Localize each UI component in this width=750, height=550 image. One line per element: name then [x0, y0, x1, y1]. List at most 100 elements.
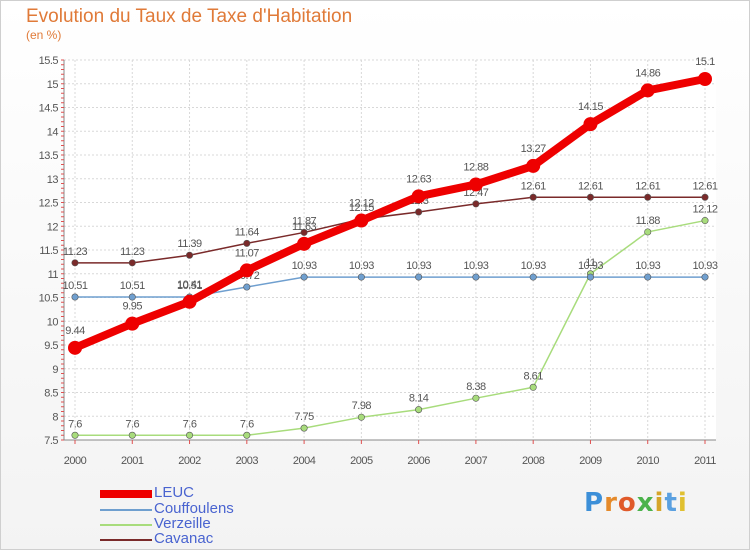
data-point-verzeille — [243, 431, 251, 439]
data-point-couffoulens — [243, 283, 251, 291]
data-label-verzeille: 12.12 — [692, 204, 717, 216]
data-point-couffoulens — [529, 273, 537, 281]
data-point-leuc — [68, 340, 82, 355]
y-tick-label: 11 — [48, 269, 59, 281]
legend-swatch-couffoulens — [100, 509, 152, 511]
y-tick-label: 9.5 — [44, 340, 58, 352]
x-tick-label: 2009 — [579, 455, 602, 467]
data-point-verzeille — [71, 431, 79, 439]
data-label-leuc: 10.41 — [177, 279, 202, 291]
data-point-verzeille — [472, 394, 480, 402]
data-label-leuc: 11.63 — [292, 221, 317, 233]
data-point-verzeille — [300, 424, 308, 432]
data-label-couffoulens: 10.51 — [120, 280, 145, 292]
data-label-verzeille: 7.6 — [183, 418, 197, 430]
data-label-verzeille: 8.14 — [409, 393, 429, 405]
data-point-cavanac — [644, 193, 652, 201]
data-label-leuc: 12.88 — [463, 161, 488, 173]
logo-letter: i — [677, 488, 688, 518]
y-tick-label: 14.5 — [39, 103, 59, 115]
proxiti-logo: Proxiti — [584, 488, 688, 518]
data-point-leuc — [297, 236, 312, 251]
data-point-leuc — [640, 83, 655, 98]
series-line-couffoulens — [74, 276, 706, 298]
logo-letter: o — [617, 488, 637, 518]
data-point-verzeille — [357, 413, 365, 421]
series-line-leuc — [71, 75, 709, 352]
x-tick-label: 2006 — [407, 455, 430, 467]
chart-title: Evolution du Taux de Taxe d'Habitation — [26, 6, 353, 27]
data-point-cavanac — [529, 193, 537, 201]
x-tick-label: 2011 — [694, 455, 716, 467]
legend-label-verzeille: Verzeille — [154, 515, 211, 532]
data-label-couffoulens: 10.93 — [406, 260, 431, 272]
x-tick-label: 2003 — [236, 455, 259, 467]
data-point-leuc — [583, 117, 598, 132]
data-point-couffoulens — [472, 273, 480, 281]
data-label-leuc: 9.44 — [65, 325, 85, 337]
data-label-cavanac: 12.61 — [692, 180, 717, 192]
x-tick-label: 2004 — [293, 455, 316, 467]
data-label-cavanac: 12.61 — [521, 180, 546, 192]
chart-subtitle: (en %) — [26, 28, 62, 42]
data-label-verzeille: 7.98 — [352, 400, 372, 412]
data-point-leuc — [354, 213, 369, 228]
y-tick-label: 12.5 — [39, 198, 59, 210]
data-point-leuc — [182, 294, 197, 309]
data-label-couffoulens: 10.93 — [692, 260, 717, 272]
data-point-leuc — [239, 263, 254, 278]
data-point-verzeille — [701, 217, 709, 225]
data-point-cavanac — [186, 251, 194, 259]
data-point-cavanac — [300, 228, 308, 236]
data-label-cavanac: 11.87 — [292, 215, 317, 227]
data-point-verzeille — [415, 406, 423, 414]
data-label-cavanac: 12.61 — [635, 180, 660, 192]
data-label-couffoulens: 10.93 — [521, 260, 546, 272]
data-label-verzeille: 7.75 — [294, 411, 314, 423]
data-label-leuc: 15.1 — [695, 56, 715, 68]
data-label-cavanac: 12.61 — [578, 180, 603, 192]
x-tick-label: 2002 — [178, 455, 201, 467]
legend-label-couffoulens: Couffoulens — [154, 500, 234, 517]
data-point-couffoulens — [415, 273, 423, 281]
y-tick-label: 10 — [47, 316, 59, 328]
y-tick-label: 12 — [47, 221, 59, 233]
logo-letter: i — [654, 488, 665, 518]
data-point-cavanac — [472, 200, 480, 208]
x-tick-label: 2007 — [465, 455, 488, 467]
logo-letter: x — [636, 488, 655, 518]
y-tick-label: 9 — [52, 364, 58, 376]
data-point-couffoulens — [71, 293, 79, 301]
data-label-verzeille: 7.6 — [68, 418, 82, 430]
data-label-leuc: 12.12 — [349, 198, 374, 210]
data-point-leuc — [125, 316, 140, 331]
data-point-cavanac — [71, 259, 79, 267]
y-tick-label: 15 — [47, 79, 59, 91]
data-label-leuc: 14.15 — [578, 101, 603, 113]
x-tick-label: 2010 — [636, 455, 659, 467]
data-point-couffoulens — [300, 273, 308, 281]
data-label-leuc: 13.27 — [521, 143, 546, 155]
data-label-leuc: 14.86 — [635, 67, 660, 79]
data-point-couffoulens — [644, 273, 652, 281]
data-label-verzeille: 7.6 — [240, 418, 254, 430]
data-point-couffoulens — [128, 293, 136, 301]
data-label-cavanac: 11.64 — [235, 226, 260, 238]
logo-letter: t — [664, 488, 678, 518]
data-label-couffoulens: 10.93 — [463, 260, 488, 272]
data-label-couffoulens: 10.93 — [635, 260, 660, 272]
data-point-couffoulens — [586, 273, 594, 281]
data-label-couffoulens: 10.93 — [578, 260, 603, 272]
data-point-leuc — [698, 72, 712, 86]
data-label-couffoulens: 10.93 — [292, 260, 317, 272]
data-point-cavanac — [128, 259, 136, 267]
data-point-verzeille — [644, 228, 652, 236]
data-point-cavanac — [701, 193, 709, 201]
data-point-cavanac — [243, 239, 251, 247]
legend-swatch-cavanac — [100, 539, 152, 541]
data-label-cavanac: 11.23 — [63, 246, 88, 258]
y-tick-label: 11.5 — [39, 245, 58, 257]
data-label-cavanac: 12.15 — [349, 202, 374, 214]
data-point-verzeille — [128, 431, 136, 439]
